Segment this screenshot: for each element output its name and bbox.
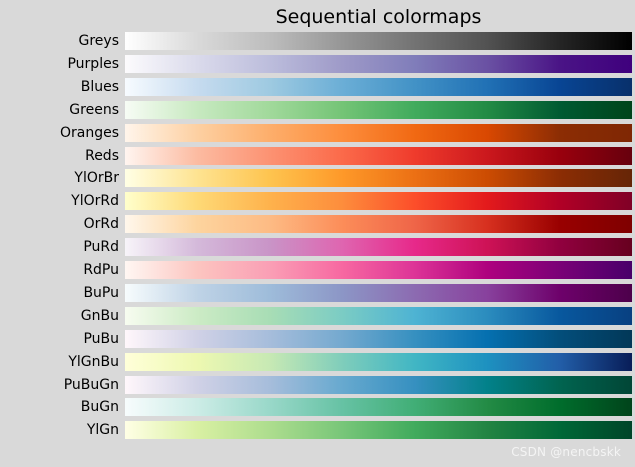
colormap-bar-reds [125,146,632,165]
colormap-label-blues: Blues [80,78,119,95]
colormap-label-greens: Greens [69,101,119,118]
colormap-bar-pubu [125,329,632,348]
colormap-label-ylorrd: YlOrRd [71,193,119,210]
colormap-label-orrd: OrRd [83,216,119,233]
chart-title: Sequential colormaps [275,6,482,28]
colormap-bar-pubugn [125,375,632,394]
colormap-label-ylgn: YlGn [86,422,119,439]
colormap-label-ylgnbu: YlGnBu [68,353,119,370]
colormap-label-pubugn: PuBuGn [63,376,119,393]
colormap-label-pubu: PuBu [83,330,119,347]
colormap-label-bugn: BuGn [80,399,119,416]
colormap-bar-ylorrd [125,192,632,211]
colormap-bar-orrd [125,215,632,234]
colormap-bar-bugn [125,398,632,417]
colormap-bar-purd [125,238,632,257]
colormap-bar-blues [125,77,632,96]
colormap-bar-bupu [125,283,632,302]
colormap-bar-ylorbr [125,169,632,188]
colormap-bar-greys [125,32,632,50]
watermark: CSDN @nencbskk [511,445,621,459]
colormap-label-gnbu: GnBu [80,307,119,324]
colormap-bar-ylgnbu [125,352,632,371]
colormap-bar-purples [125,54,632,73]
colormap-label-purd: PuRd [83,239,119,256]
colormap-bar-rdpu [125,261,632,279]
colormap-label-bupu: BuPu [83,284,119,301]
colormap-bar-gnbu [125,306,632,325]
colormap-label-reds: Reds [85,147,119,164]
colormap-label-purples: Purples [67,55,119,72]
colormap-bar-ylgn [125,421,632,440]
colormap-bar-oranges [125,123,632,142]
colormap-label-rdpu: RdPu [83,262,119,278]
colormap-label-ylorbr: YlOrBr [74,170,119,187]
colormap-label-oranges: Oranges [59,124,119,141]
colormap-label-greys: Greys [78,33,120,49]
colormap-bar-greens [125,100,632,119]
